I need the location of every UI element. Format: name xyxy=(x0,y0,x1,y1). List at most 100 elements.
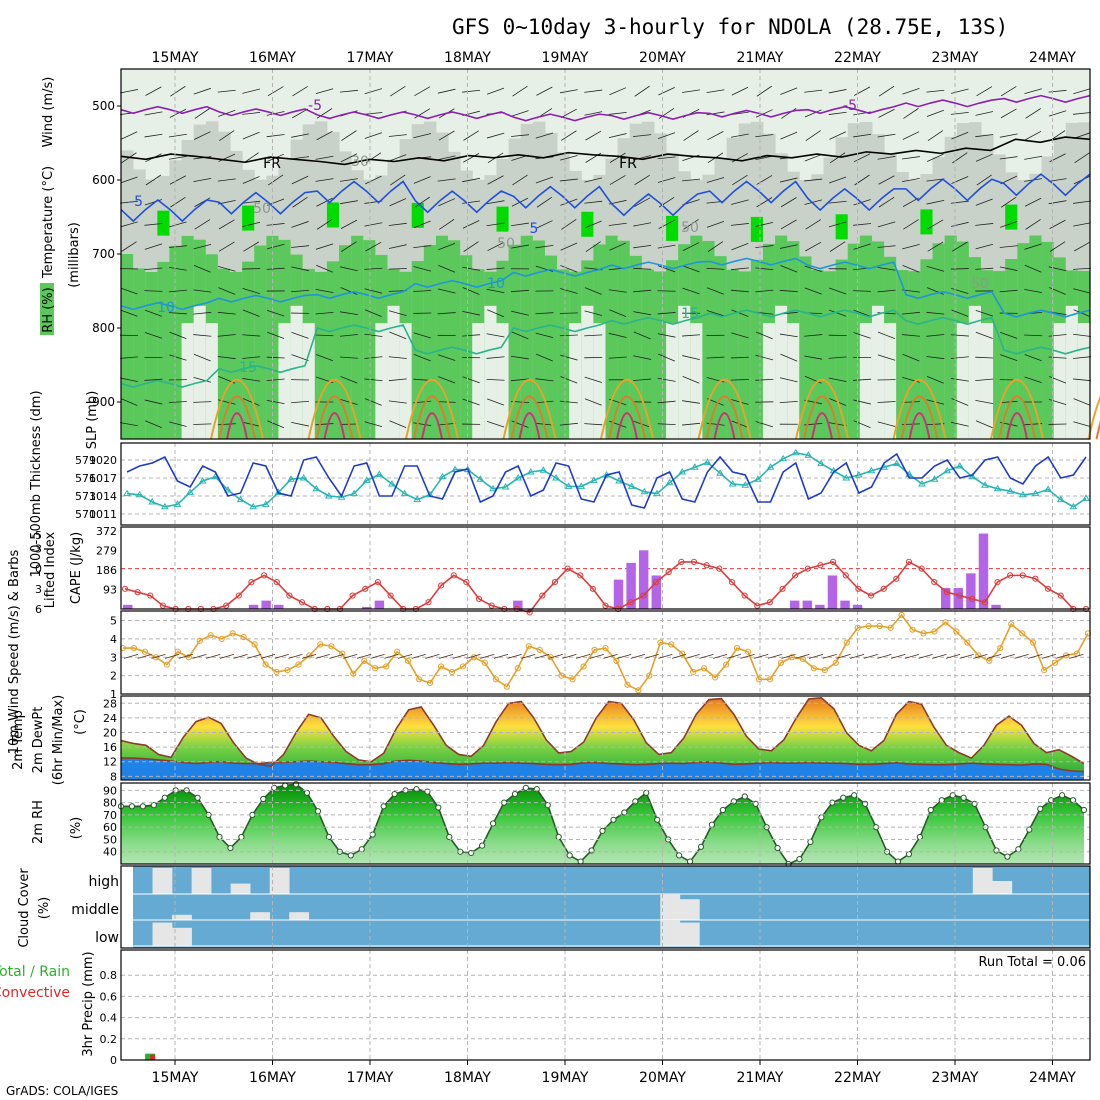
wind-tick-label: 5 xyxy=(110,615,117,628)
wind-barb xyxy=(609,87,627,96)
rh-point xyxy=(303,789,311,796)
wind-barb xyxy=(999,133,1018,138)
wind-barb-10m xyxy=(534,653,550,659)
rh-point xyxy=(676,852,683,859)
thickness-point xyxy=(842,474,851,481)
wind-barb xyxy=(584,220,602,229)
wind-barb xyxy=(804,287,822,295)
pressure-ytick-label: 700 xyxy=(92,247,115,261)
wind-barb xyxy=(951,309,969,317)
wind-speed-point xyxy=(766,676,774,683)
wind-barb xyxy=(756,175,773,185)
wind-barb-10m xyxy=(233,653,248,659)
wind-barb xyxy=(486,421,505,428)
cloud-bar-high xyxy=(1002,881,1013,894)
wind-barb-10m xyxy=(206,653,221,659)
wind-barb xyxy=(364,309,382,318)
wind-barb xyxy=(170,196,186,208)
isotherm--5-line xyxy=(120,94,1091,122)
wind-speed-point xyxy=(755,676,763,683)
rh-band-mid xyxy=(738,271,752,439)
wind-barb xyxy=(1073,333,1091,337)
wind-barb xyxy=(315,334,334,337)
wind-barb-10m xyxy=(699,653,714,659)
lifted-index-point xyxy=(1044,585,1052,592)
wind-barb xyxy=(462,287,480,295)
wind-barb xyxy=(144,399,163,405)
wind-barb xyxy=(365,241,382,252)
rh-band-dry xyxy=(678,305,691,439)
wind-barb xyxy=(1074,152,1090,164)
wind-speed-point xyxy=(646,672,653,679)
wind-barb-10m xyxy=(548,653,563,659)
thickness-point xyxy=(350,489,359,497)
wind-barb xyxy=(1073,378,1091,382)
wind-barb xyxy=(683,130,699,141)
date-label-top: 15MAY xyxy=(152,50,199,66)
wind-barb-10m xyxy=(288,653,303,659)
wind-barb xyxy=(169,421,187,427)
wind-barb xyxy=(217,89,236,93)
rh-point xyxy=(161,794,168,801)
wind-barb xyxy=(120,221,138,228)
wind-barb xyxy=(340,376,358,384)
rh-point xyxy=(993,847,1000,854)
wind-barb xyxy=(462,200,481,204)
wind-speed-point xyxy=(986,657,993,665)
wind-barb xyxy=(853,133,872,138)
wind-barb-10m xyxy=(480,653,495,659)
wind-barb xyxy=(779,177,798,183)
wind-barb xyxy=(976,86,993,97)
wind-barb xyxy=(486,398,505,406)
ylabel-wind: Wind (m/s) xyxy=(41,77,56,148)
precip-tick-label: 0.2 xyxy=(100,1033,118,1046)
cape-bar xyxy=(626,562,636,609)
wind-barb xyxy=(193,177,212,183)
rh-band-mid xyxy=(944,235,958,439)
wind-speed-point xyxy=(723,661,730,668)
warm-contour xyxy=(600,378,654,440)
rh-point xyxy=(840,794,847,801)
wind-barb xyxy=(755,378,774,381)
wind-barb xyxy=(486,222,505,227)
wind-barb xyxy=(266,134,285,138)
wind-barb xyxy=(682,242,700,251)
thickness-point xyxy=(413,495,422,503)
wind-speed-point xyxy=(821,667,828,674)
ylabel-millibars: (millibars) xyxy=(67,222,82,288)
wind-barb xyxy=(414,86,431,97)
wind-barb xyxy=(608,289,627,293)
slp-tick-label: 1011 xyxy=(89,508,117,521)
rh-point xyxy=(369,831,376,838)
thickness-point xyxy=(198,477,207,484)
cape-tick-label: 372 xyxy=(96,525,117,538)
wind-speed-point xyxy=(1052,659,1059,666)
wind-barb xyxy=(608,133,627,139)
wind-barb xyxy=(388,244,407,249)
thickness-point xyxy=(1006,487,1015,494)
rh-band-dry xyxy=(762,323,776,439)
wind-barb xyxy=(292,196,308,208)
wind-barb xyxy=(1025,108,1041,119)
wind-barb xyxy=(877,354,896,361)
warm-contour xyxy=(323,412,346,440)
wind-barb xyxy=(829,131,846,140)
cloud-bar-low xyxy=(162,922,173,946)
wind-barb xyxy=(706,287,725,295)
wind-barb xyxy=(853,243,871,250)
wind-barb xyxy=(144,223,163,226)
rh-point xyxy=(216,833,223,841)
cloud-bar-middle xyxy=(250,912,261,920)
rh-point xyxy=(435,804,442,811)
thickness-point xyxy=(1019,490,1027,498)
wind-barb-10m xyxy=(671,653,687,659)
rh-band-dry xyxy=(884,323,897,439)
wind-speed-point xyxy=(975,652,982,659)
cloud-bar-middle xyxy=(259,912,271,920)
rh-band-mid xyxy=(920,259,934,439)
wind-barb-10m xyxy=(178,653,193,659)
wind-barb xyxy=(364,421,383,428)
wind-barb-10m xyxy=(397,653,413,659)
rh-band-mid xyxy=(1041,241,1055,439)
contour-label: -5 xyxy=(129,194,143,210)
